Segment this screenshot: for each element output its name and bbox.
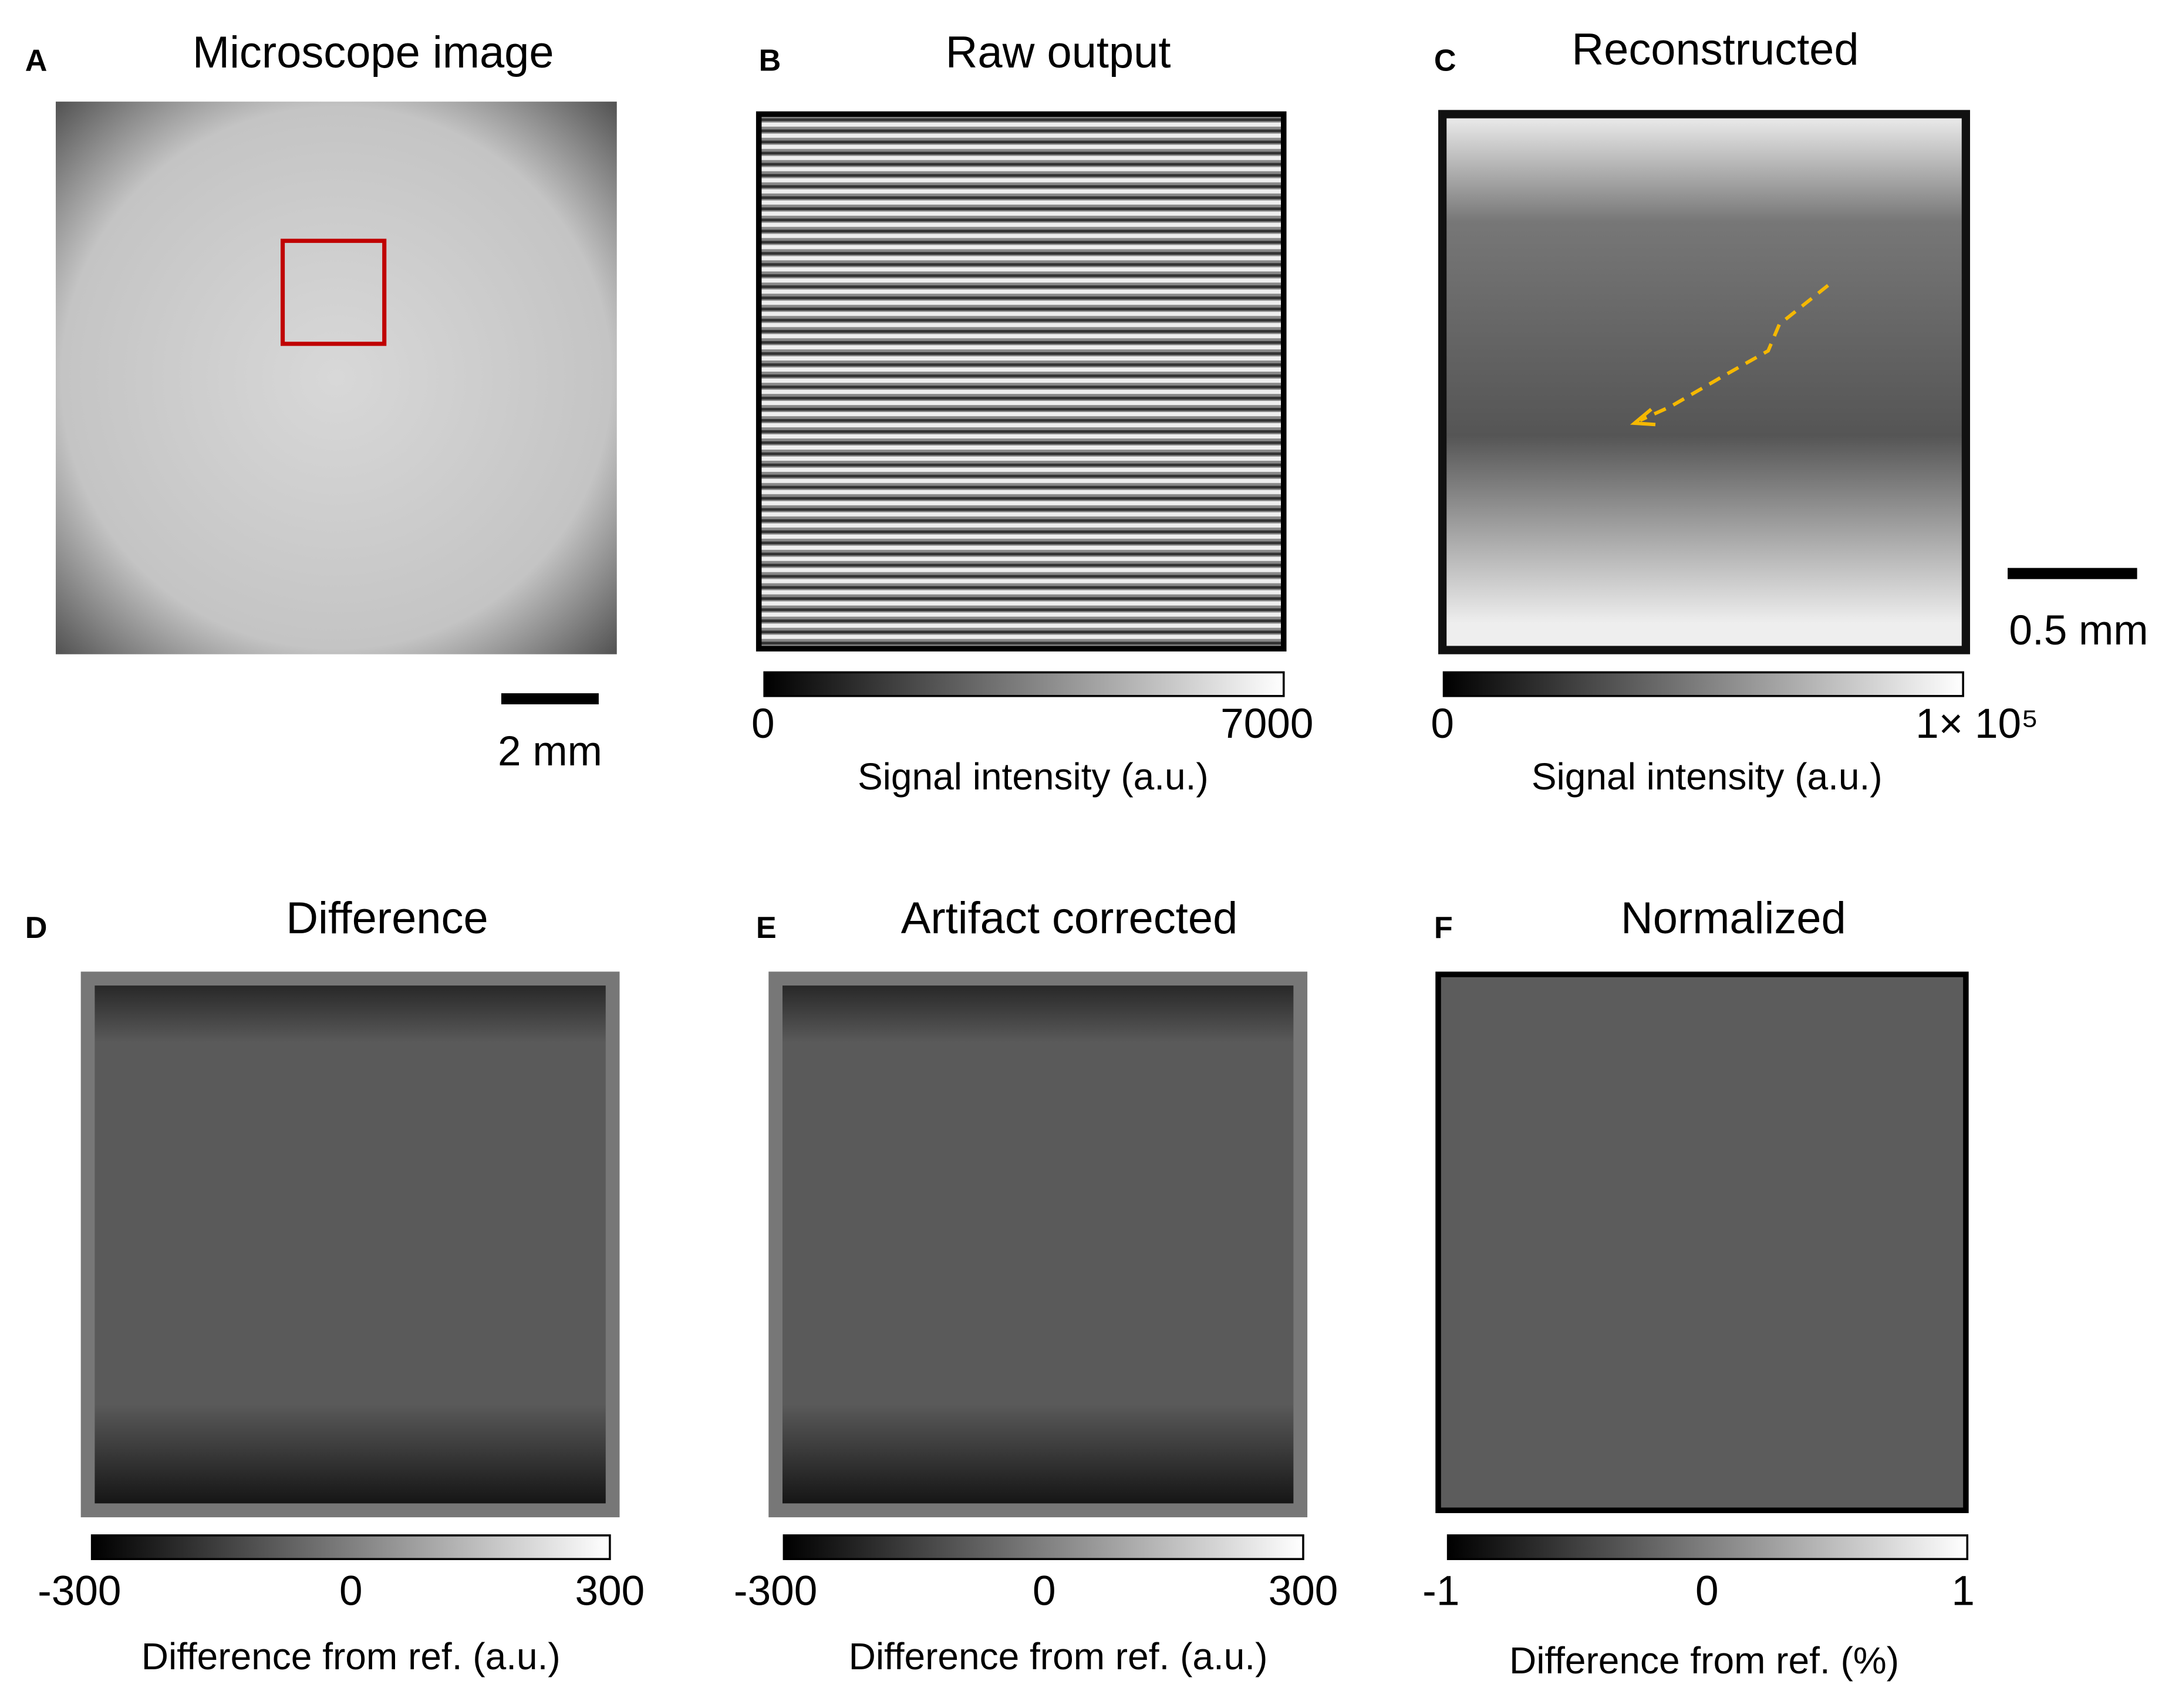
- colorbar-tick-label: 7000: [1220, 701, 1313, 747]
- flow-arrow: [1639, 283, 1829, 422]
- colorbar-label: Difference from ref. (%): [1509, 1639, 1899, 1682]
- corrected-image: [768, 971, 1308, 1518]
- colorbar-tick-label: 0: [1695, 1568, 1719, 1614]
- colorbar-tick-label: 0: [1431, 701, 1454, 747]
- panel-label: B: [759, 44, 781, 78]
- colorbar-tick-label: 1: [1951, 1568, 1975, 1614]
- panel-label: E: [756, 911, 777, 945]
- colorbar-tick-label: 1× 10⁵: [1915, 701, 2038, 747]
- colorbar-label: Signal intensity (a.u.): [1532, 755, 1883, 798]
- colorbar-tick-label: 300: [1269, 1568, 1338, 1614]
- colorbar-label: Difference from ref. (a.u.): [141, 1635, 561, 1677]
- reconstructed-image: [1438, 110, 1970, 654]
- microscope-image: [55, 102, 617, 654]
- scale-bar-label: 2 mm: [498, 728, 602, 775]
- colorbar-tick-label: 300: [575, 1568, 645, 1614]
- colorbar: [783, 1534, 1304, 1561]
- scale-bar-label: 0.5 mm: [2009, 607, 2148, 654]
- panel-title: Normalized: [1621, 893, 1846, 943]
- colorbar: [1442, 671, 1964, 697]
- colorbar-tick-label: 0: [1033, 1568, 1056, 1614]
- panel-label: F: [1434, 911, 1453, 945]
- colorbar-tick-label: -300: [38, 1568, 121, 1614]
- panel-title: Difference: [286, 893, 488, 943]
- panel-title: Microscope image: [193, 28, 554, 77]
- colorbar-tick-label: 0: [751, 701, 775, 747]
- images: [55, 102, 2137, 1518]
- colorbar: [763, 671, 1285, 697]
- colorbar-label: Difference from ref. (a.u.): [849, 1635, 1268, 1677]
- colorbar-label: Signal intensity (a.u.): [858, 755, 1209, 798]
- panel-label: C: [1434, 44, 1456, 78]
- region-box: [281, 238, 387, 346]
- panel-title: Artifact corrected: [901, 893, 1237, 943]
- colorbar: [1446, 1534, 1969, 1561]
- colorbar: [90, 1534, 611, 1561]
- colorbar-tick-label: -1: [1422, 1568, 1459, 1614]
- panel-label: A: [25, 44, 48, 78]
- colorbar-tick-label: 0: [339, 1568, 363, 1614]
- arrow-head: [1630, 407, 1656, 427]
- colorbar-tick-label: -300: [734, 1568, 817, 1614]
- panel-title: Raw output: [946, 28, 1171, 77]
- normalized-image: [1435, 971, 1969, 1513]
- panel-label: D: [25, 911, 48, 945]
- panel-title: Reconstructed: [1571, 25, 1859, 75]
- raw-output-image: [756, 111, 1287, 652]
- difference-image: [80, 971, 620, 1518]
